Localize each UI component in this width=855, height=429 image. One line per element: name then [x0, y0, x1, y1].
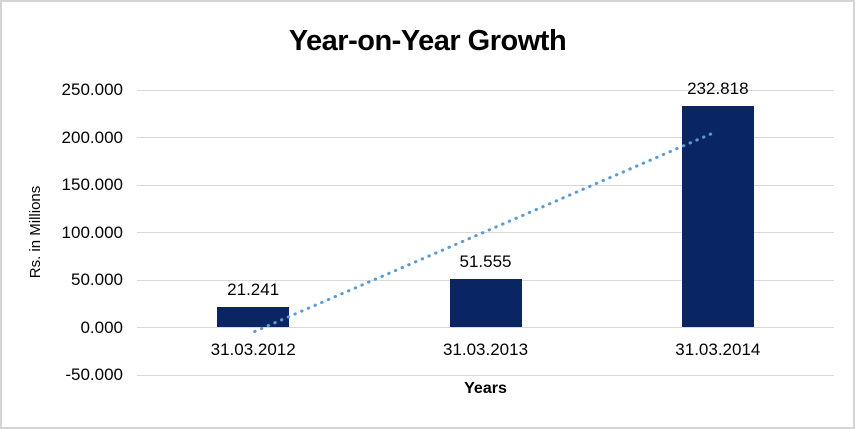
y-tick-label: 150.000	[61, 175, 123, 194]
chart-title: Year-on-Year Growth	[288, 25, 567, 57]
x-axis-title: Years	[464, 380, 507, 397]
bar-data-label: 232.818	[687, 79, 749, 99]
y-tick-label: -50.000	[65, 365, 123, 384]
gridline	[137, 89, 834, 91]
y-tick-label: 250.000	[61, 80, 123, 99]
bar	[681, 106, 754, 328]
y-tick-label: 50.000	[71, 270, 123, 289]
y-tick-label: 0.000	[80, 317, 123, 337]
x-category-label: 31.03.2014	[675, 339, 761, 359]
bar	[449, 278, 522, 328]
bar-data-label: 21.241	[227, 280, 280, 300]
bar-data-label: 51.555	[459, 251, 512, 271]
y-axis-title: Rs. in Millions	[27, 185, 44, 279]
bar	[217, 307, 290, 328]
x-category-label: 31.03.2012	[210, 339, 296, 359]
x-category-label: 31.03.2013	[442, 339, 529, 359]
gridline	[137, 374, 834, 376]
y-tick-label: 100.000	[61, 222, 123, 242]
y-tick-label: 200.000	[61, 127, 123, 147]
